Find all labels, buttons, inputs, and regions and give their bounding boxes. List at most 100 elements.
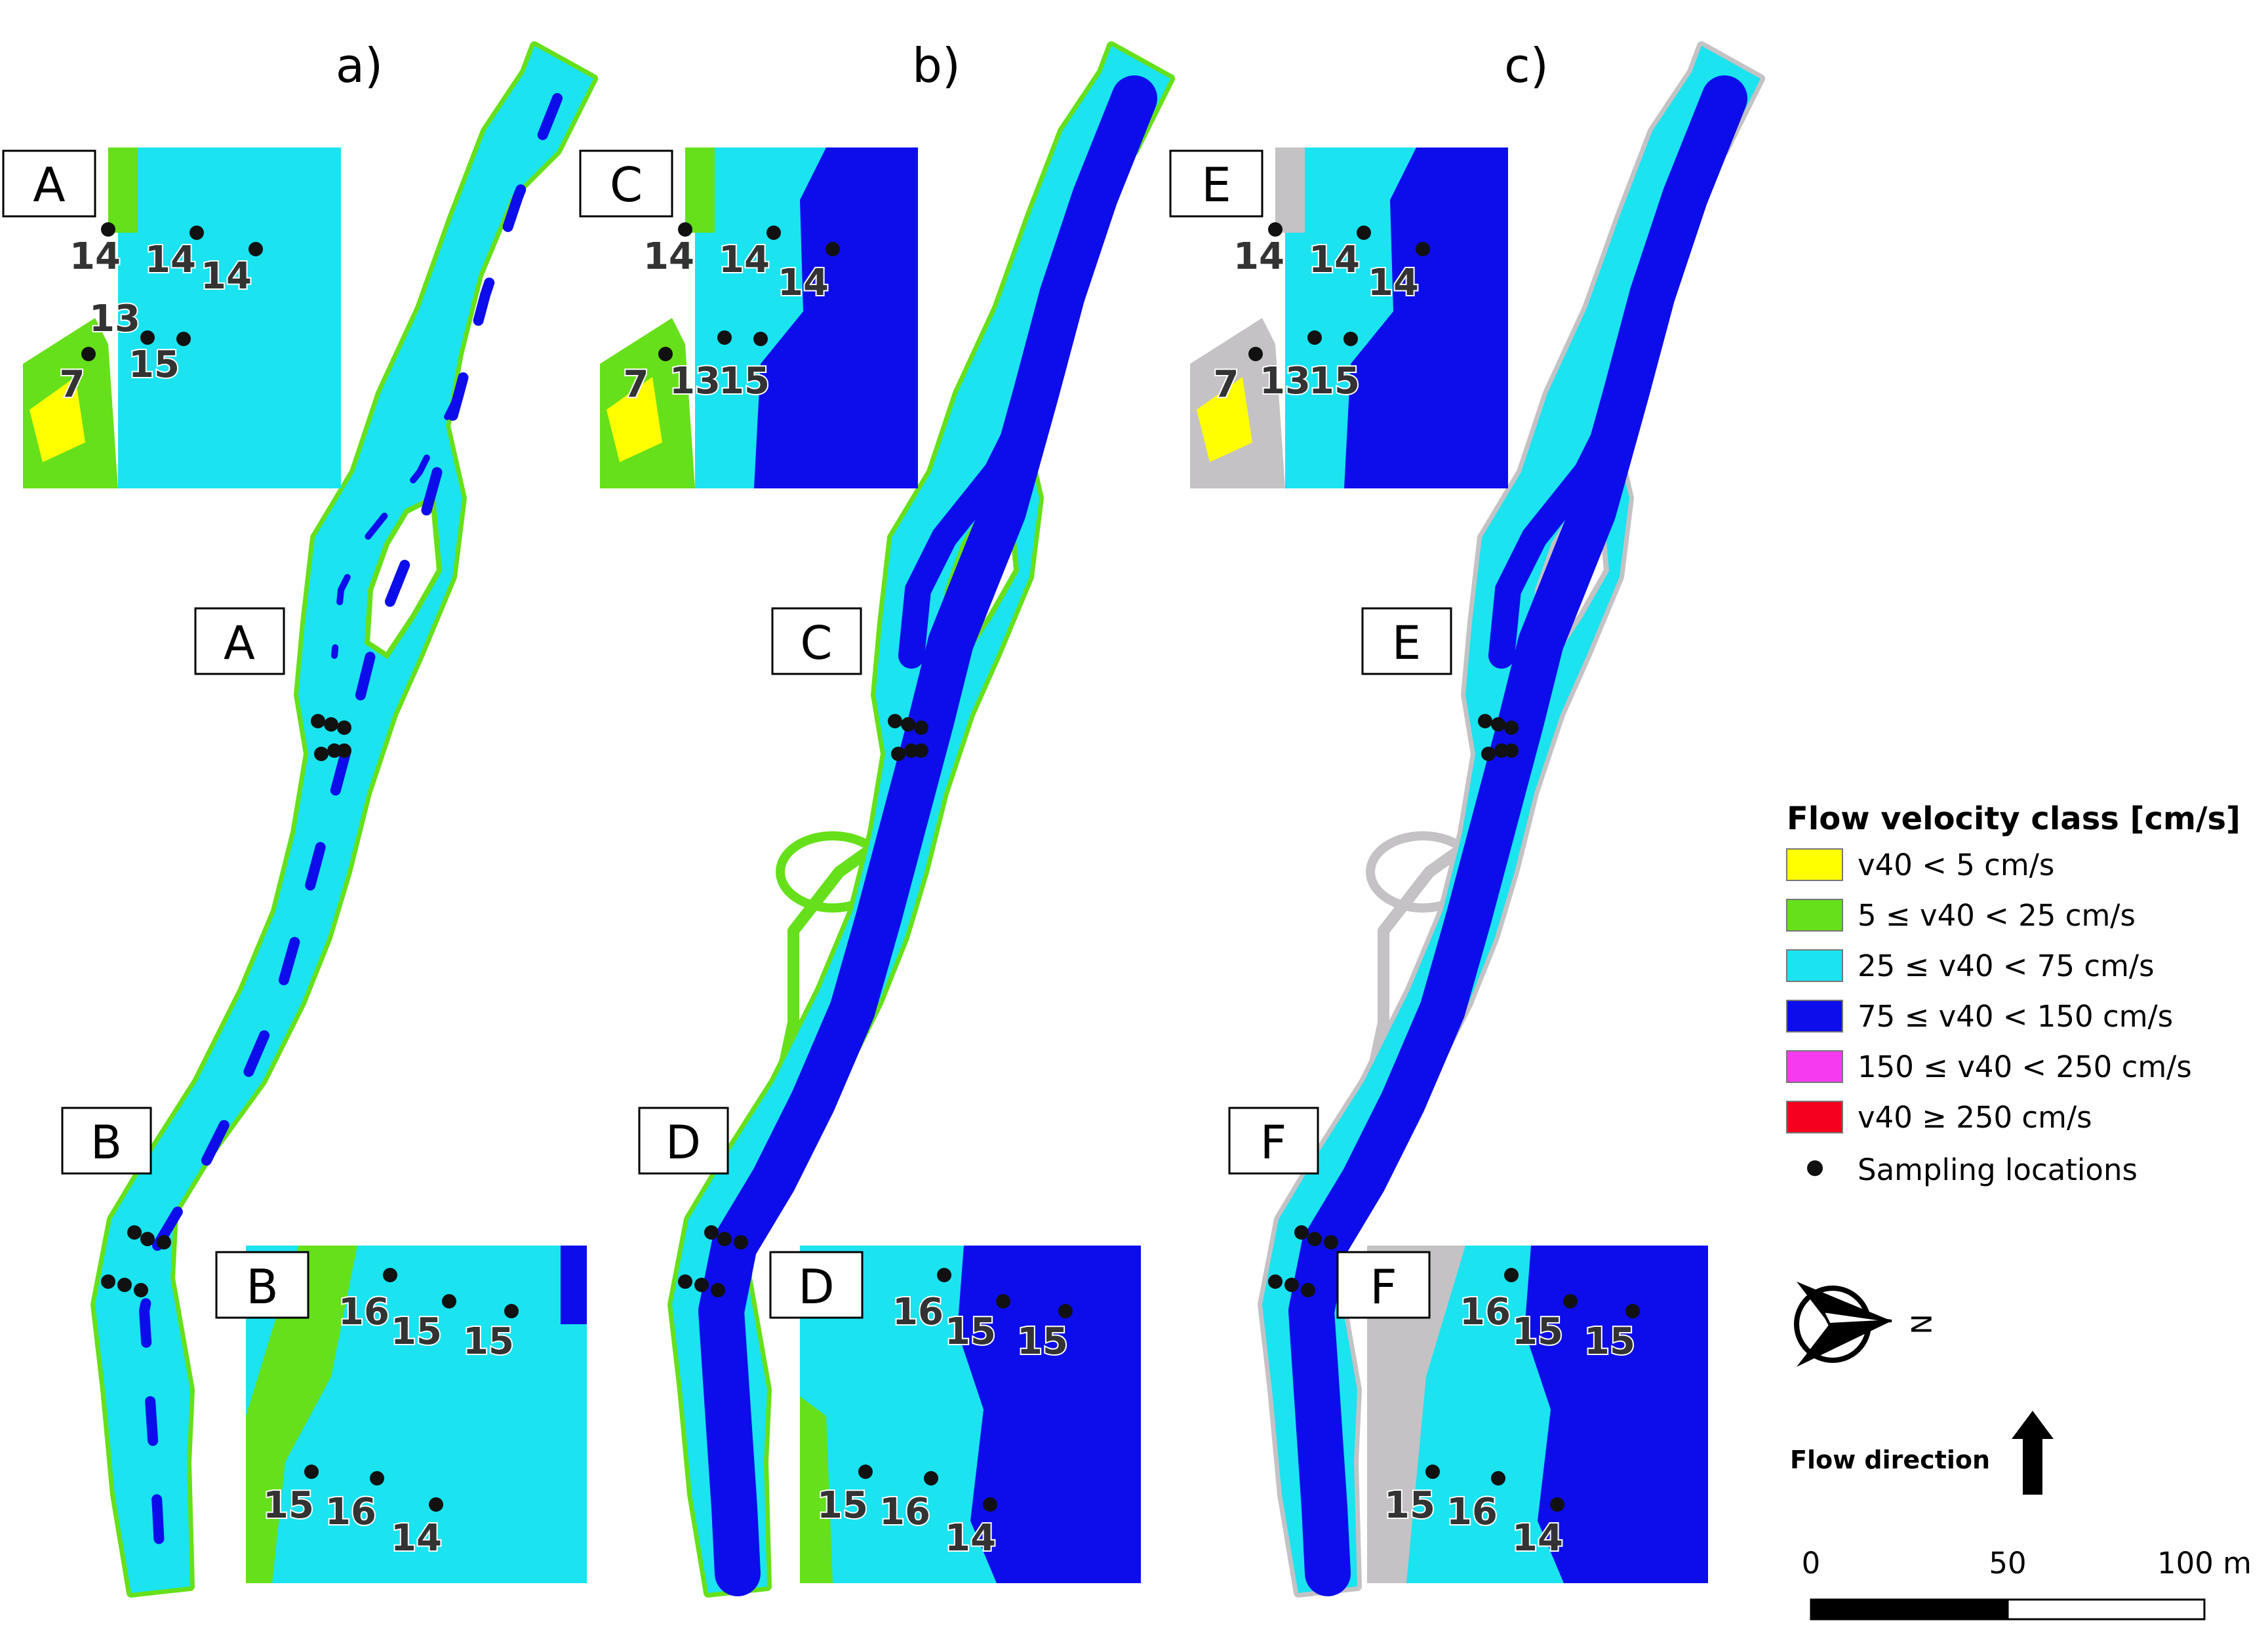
inset-sample-number: 14 <box>70 235 121 278</box>
map-label-text: D <box>666 1116 701 1170</box>
sampling-point <box>81 347 96 361</box>
inset-sample-number: 14 <box>719 239 770 281</box>
inset-slow-zone <box>1197 377 1252 462</box>
inset-sample-number: 16 <box>338 1291 389 1333</box>
sampling-point <box>711 1283 725 1297</box>
sampling-point <box>734 1235 748 1249</box>
north-letter: N <box>1905 1314 1937 1334</box>
sampling-point <box>1357 226 1371 240</box>
sampling-point <box>176 332 191 346</box>
inset-sample-number: 15 <box>1584 1320 1635 1363</box>
legend-label: 5 ≤ v40 < 25 cm/s <box>1858 898 2136 933</box>
scale-tick-label: 50 <box>1989 1546 2026 1581</box>
sampling-point <box>337 720 351 735</box>
inset-sample-number: 14 <box>391 1517 442 1560</box>
legend-item: 75 ≤ v40 < 150 cm/s <box>1786 999 2173 1034</box>
inset-sample-number: 14 <box>201 255 252 298</box>
inset-label-text: B <box>246 1259 278 1314</box>
sampling-point <box>311 714 325 728</box>
legend: Flow velocity class [cm/s] v40 < 5 cm/s 5 … <box>1786 800 2240 1187</box>
scale-bar: 0 50 100 m <box>1802 1546 2252 1621</box>
inset-bank-strip <box>108 148 138 233</box>
sampling-point <box>717 1232 732 1246</box>
map-label-text: F <box>1260 1116 1286 1170</box>
sampling-point <box>1481 747 1496 761</box>
inset-sample-number: 15 <box>817 1484 868 1527</box>
panel-title-b: b) <box>912 38 961 93</box>
inset-sample-number: 15 <box>391 1310 442 1353</box>
sampling-point <box>1416 242 1430 256</box>
legend-label: 75 ≤ v40 < 150 cm/s <box>1858 999 2173 1034</box>
sampling-point <box>1301 1283 1315 1297</box>
legend-swatch <box>1786 1050 1843 1083</box>
inset-sample-number: 14 <box>1368 262 1419 304</box>
inset-sample-number: 15 <box>1512 1310 1563 1353</box>
inset-floodplain <box>1367 1246 1465 1583</box>
inset-bank-zone <box>246 1246 357 1583</box>
sampling-point <box>914 743 928 758</box>
sampling-point <box>127 1225 142 1240</box>
inset-water-blue <box>754 148 918 488</box>
sampling-point <box>1294 1225 1309 1240</box>
legend-item: 150 ≤ v40 < 250 cm/s <box>1786 1050 2192 1084</box>
legend-title: Flow velocity class [cm/s] <box>1787 800 2240 837</box>
inset-sample-number: 15 <box>1384 1484 1435 1527</box>
map-label-D: D <box>638 1107 729 1175</box>
sampling-point <box>314 747 328 761</box>
sampling-point <box>1563 1294 1578 1308</box>
inset-sample-number: 7 <box>1214 363 1239 406</box>
sampling-point <box>442 1294 456 1308</box>
legend-label: v40 < 5 cm/s <box>1858 848 2054 882</box>
river-channel-blue-zone <box>1288 75 1747 1596</box>
inset-bank-strip <box>1275 148 1305 233</box>
river-channel-blue-zone <box>898 380 1049 669</box>
sampling-point <box>1268 222 1283 237</box>
inset-label-text: D <box>798 1259 834 1314</box>
scale-tick-label: 0 <box>1802 1546 1821 1581</box>
sampling-point <box>678 1274 692 1289</box>
legend-swatch <box>1786 1101 1843 1133</box>
sampling-point <box>1343 332 1358 346</box>
sampling-point <box>140 1232 155 1246</box>
inset-sample-number: 7 <box>60 363 85 406</box>
sampling-point <box>1268 1274 1283 1289</box>
legend-label: 25 ≤ v40 < 75 cm/s <box>1858 949 2155 983</box>
sampling-point <box>694 1278 709 1292</box>
inset-sample-number: 14 <box>1309 239 1360 281</box>
sampling-point <box>1307 1232 1322 1246</box>
sampling-point <box>383 1268 397 1282</box>
inset-sample-number: 16 <box>1460 1291 1511 1333</box>
inset-label-text: A <box>33 157 65 212</box>
sampling-point <box>1504 720 1519 735</box>
sampling-point <box>717 330 732 345</box>
inset-sample-number: 15 <box>129 344 180 386</box>
legend-swatch <box>1786 848 1843 881</box>
sampling-point <box>1478 714 1492 728</box>
sampling-point <box>1324 1235 1338 1249</box>
sampling-point <box>337 743 351 758</box>
sampling-point <box>1625 1304 1640 1318</box>
inset-sample-number: 15 <box>263 1484 314 1527</box>
legend-swatch <box>1786 949 1843 982</box>
sampling-point <box>189 226 204 240</box>
sampling-point <box>1550 1497 1564 1512</box>
map-label-B: B <box>61 1107 152 1175</box>
sampling-point <box>901 717 915 732</box>
inset-label-text: C <box>610 157 643 212</box>
inset-slow-zone <box>30 377 85 462</box>
inset-sample-number: 15 <box>719 360 770 403</box>
inset-water-blue <box>1524 1246 1708 1583</box>
inset-sample-number: 16 <box>879 1491 930 1533</box>
sampling-point <box>1284 1278 1299 1292</box>
panel-title-c: c) <box>1504 38 1549 93</box>
river-water-cyan-zone <box>95 46 593 1593</box>
sampling-point <box>858 1465 873 1479</box>
river-channel-blue-zone <box>698 75 1157 1596</box>
sampling-point <box>1504 1268 1519 1282</box>
sampling-point <box>1491 717 1505 732</box>
scale-tick-label: 100 m <box>2157 1546 2252 1581</box>
